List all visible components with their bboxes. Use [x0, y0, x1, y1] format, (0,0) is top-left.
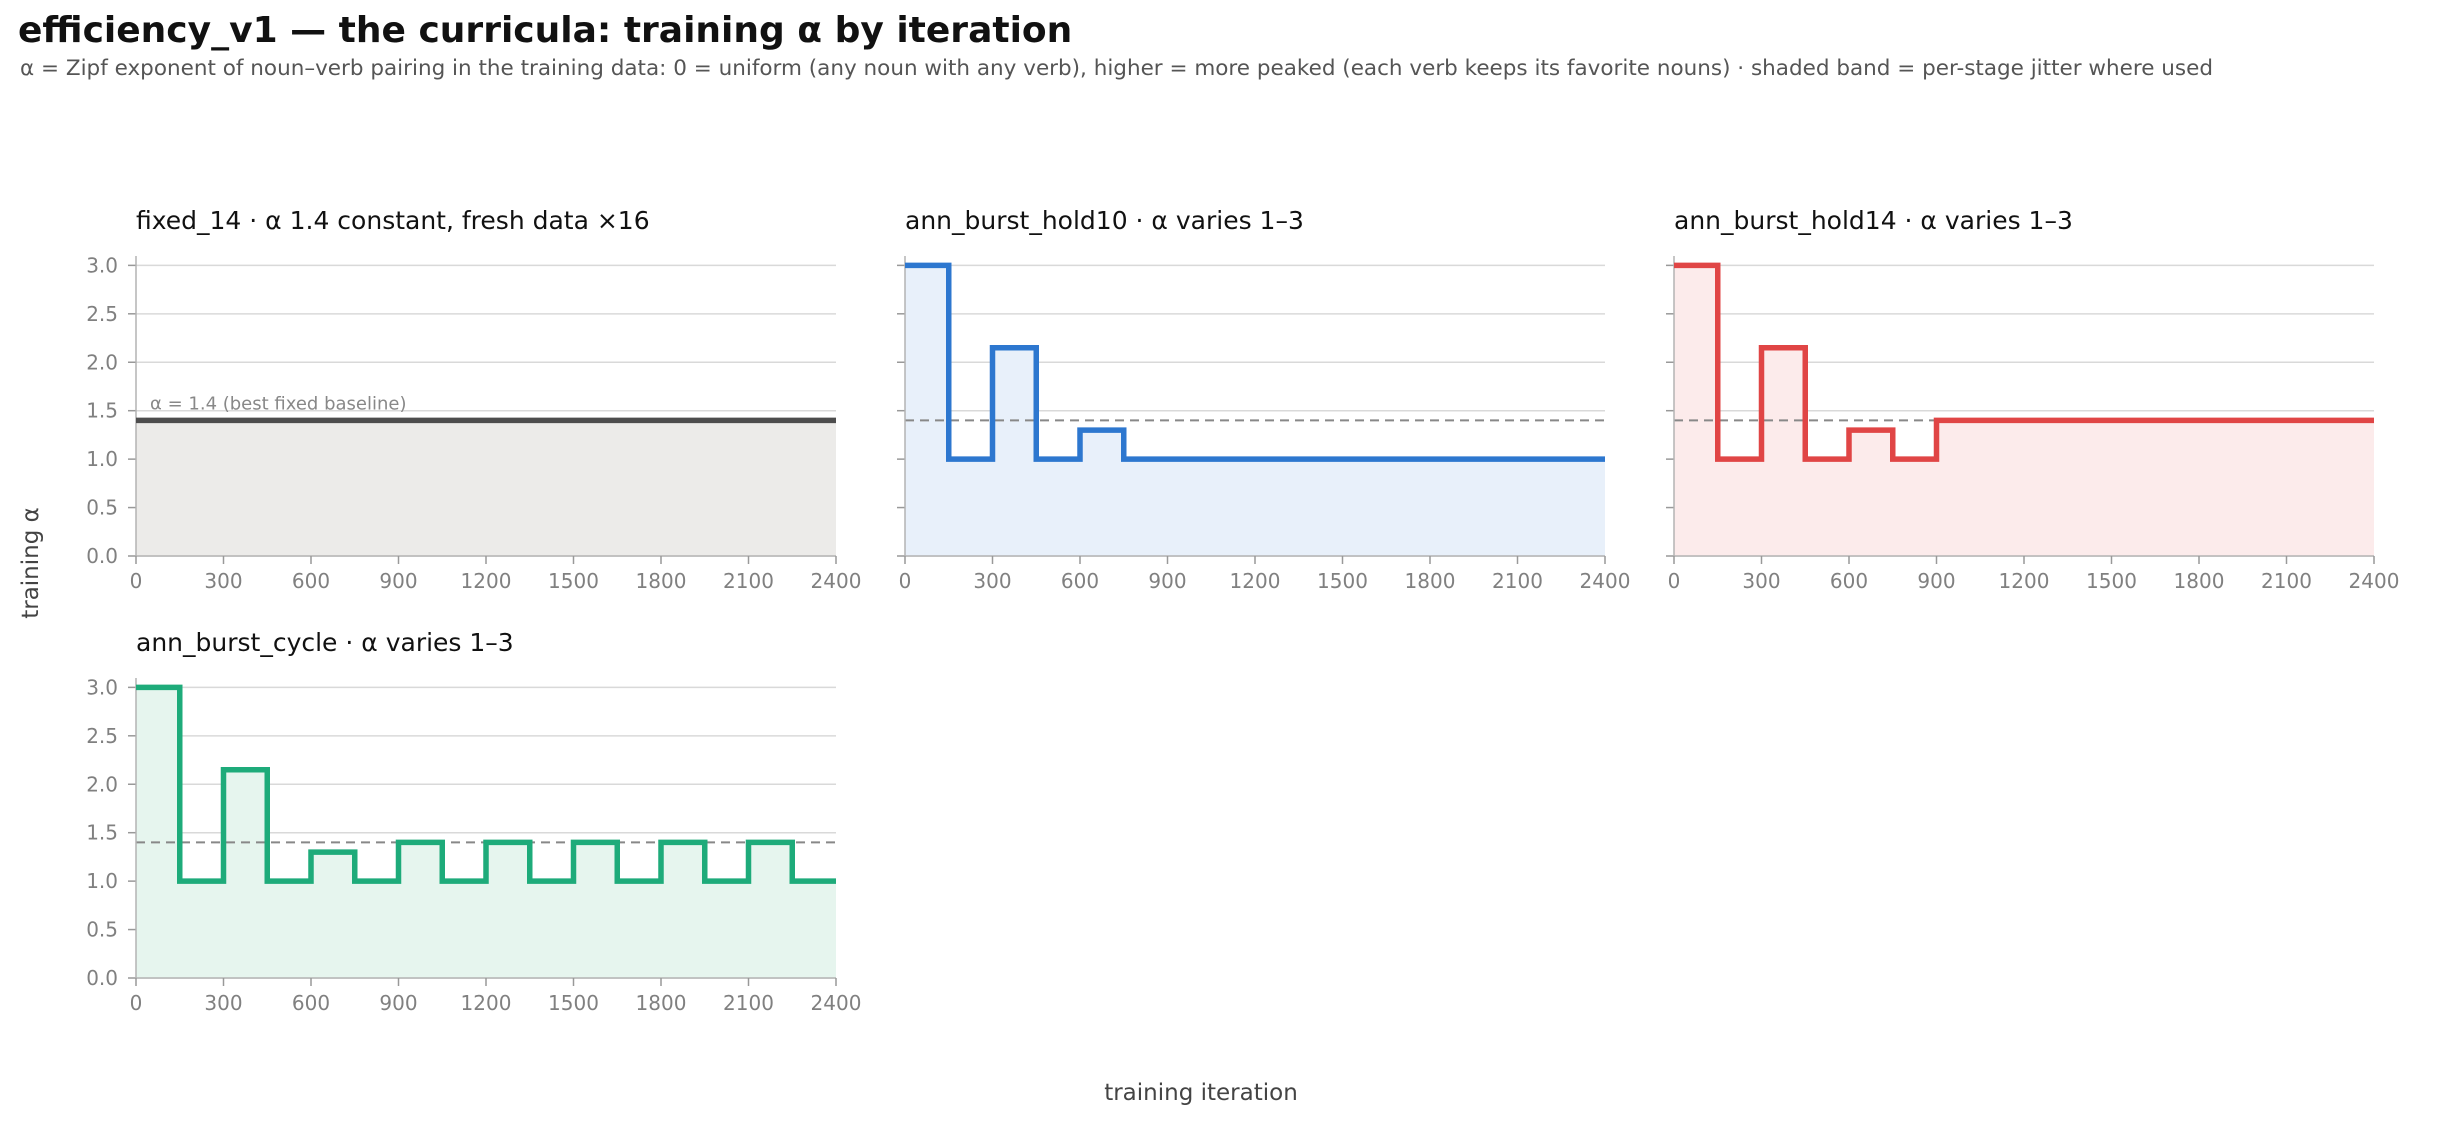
x-tick-label: 1500	[1317, 569, 1368, 593]
x-tick-label: 600	[1061, 569, 1099, 593]
x-tick-label: 2400	[2349, 569, 2400, 593]
x-tick-label: 0	[130, 569, 143, 593]
chart-panel: 0.0 0.5 1.0 1.5 2.0 2.5 3.0 0 300 600 900 1200 1500 1…	[86, 628, 861, 1015]
x-tick-label: 2100	[2261, 569, 2312, 593]
chart-panel: 0.0 0.5 1.0 1.5 2.0 2.5 3.0 0 300 600 900 1200 1500 1…	[86, 206, 861, 593]
x-tick-label: 1800	[636, 569, 687, 593]
x-tick-label: 2100	[1492, 569, 1543, 593]
x-tick-label: 2100	[723, 991, 774, 1015]
x-tick-label: 0	[899, 569, 912, 593]
x-tick-label: 300	[204, 991, 242, 1015]
x-tick-label: 2400	[811, 991, 862, 1015]
x-tick-label: 2100	[723, 569, 774, 593]
panel-title: fixed_14 · α 1.4 constant, fresh data ×1…	[136, 206, 650, 235]
x-axis-label: training iteration	[1104, 1080, 1298, 1106]
area-fill	[905, 265, 1605, 556]
y-tick-label: 3.0	[86, 675, 118, 699]
y-tick-label: 2.5	[86, 302, 118, 326]
series-line	[1674, 262, 2374, 462]
y-tick-label: 1.0	[86, 869, 118, 893]
x-tick-label: 1200	[1230, 569, 1281, 593]
y-tick-label: 3.0	[86, 253, 118, 277]
x-tick-label: 1200	[461, 991, 512, 1015]
x-tick-label: 1800	[636, 991, 687, 1015]
y-tick-label: 1.0	[86, 447, 118, 471]
panel-title: ann_burst_hold10 · α varies 1–3	[905, 206, 1304, 235]
x-tick-label: 300	[204, 569, 242, 593]
panel-title: ann_burst_hold14 · α varies 1–3	[1674, 206, 2073, 235]
y-tick-label: 1.5	[86, 399, 118, 423]
panel-title: ann_burst_cycle · α varies 1–3	[136, 628, 514, 657]
x-tick-label: 1200	[461, 569, 512, 593]
chart-panel: 0 300 600 900 1200 1500 1800 2100 2400 ann_burst_…	[1666, 206, 2399, 593]
x-tick-label: 600	[292, 991, 330, 1015]
x-tick-label: 0	[1668, 569, 1681, 593]
figure-subtitle: α = Zipf exponent of noun–verb pairing i…	[20, 56, 2213, 81]
y-tick-label: 2.0	[86, 350, 118, 374]
figure-title: efficiency_v1 — the curricula: training …	[18, 10, 1073, 51]
x-tick-label: 600	[1830, 569, 1868, 593]
y-tick-label: 2.5	[86, 724, 118, 748]
x-tick-label: 1800	[2174, 569, 2225, 593]
x-tick-label: 0	[130, 991, 143, 1015]
x-tick-label: 900	[1917, 569, 1955, 593]
series-line	[905, 262, 1605, 462]
x-tick-label: 1200	[1999, 569, 2050, 593]
y-tick-label: 0.0	[86, 544, 118, 568]
y-tick-label: 0.5	[86, 918, 118, 942]
x-tick-label: 300	[1742, 569, 1780, 593]
y-tick-label: 0.5	[86, 496, 118, 520]
x-tick-label: 600	[292, 569, 330, 593]
x-tick-label: 300	[973, 569, 1011, 593]
x-tick-label: 900	[1148, 569, 1186, 593]
y-tick-label: 2.0	[86, 772, 118, 796]
x-tick-label: 900	[379, 569, 417, 593]
y-tick-label: 0.0	[86, 966, 118, 990]
x-tick-label: 900	[379, 991, 417, 1015]
area-fill	[136, 420, 836, 556]
x-tick-label: 2400	[811, 569, 862, 593]
x-tick-label: 1500	[548, 991, 599, 1015]
y-tick-label: 1.5	[86, 821, 118, 845]
area-fill	[136, 687, 836, 978]
x-tick-label: 2400	[1580, 569, 1631, 593]
area-fill	[1674, 265, 2374, 556]
x-tick-label: 1800	[1405, 569, 1456, 593]
baseline-annotation: α = 1.4 (best fixed baseline)	[150, 393, 407, 414]
x-tick-label: 1500	[2086, 569, 2137, 593]
chart-panel: 0 300 600 900 1200 1500 1800 2100 2400 ann_burst_…	[897, 206, 1630, 593]
series-line	[136, 684, 836, 884]
y-axis-label: training α	[18, 507, 44, 619]
x-tick-label: 1500	[548, 569, 599, 593]
